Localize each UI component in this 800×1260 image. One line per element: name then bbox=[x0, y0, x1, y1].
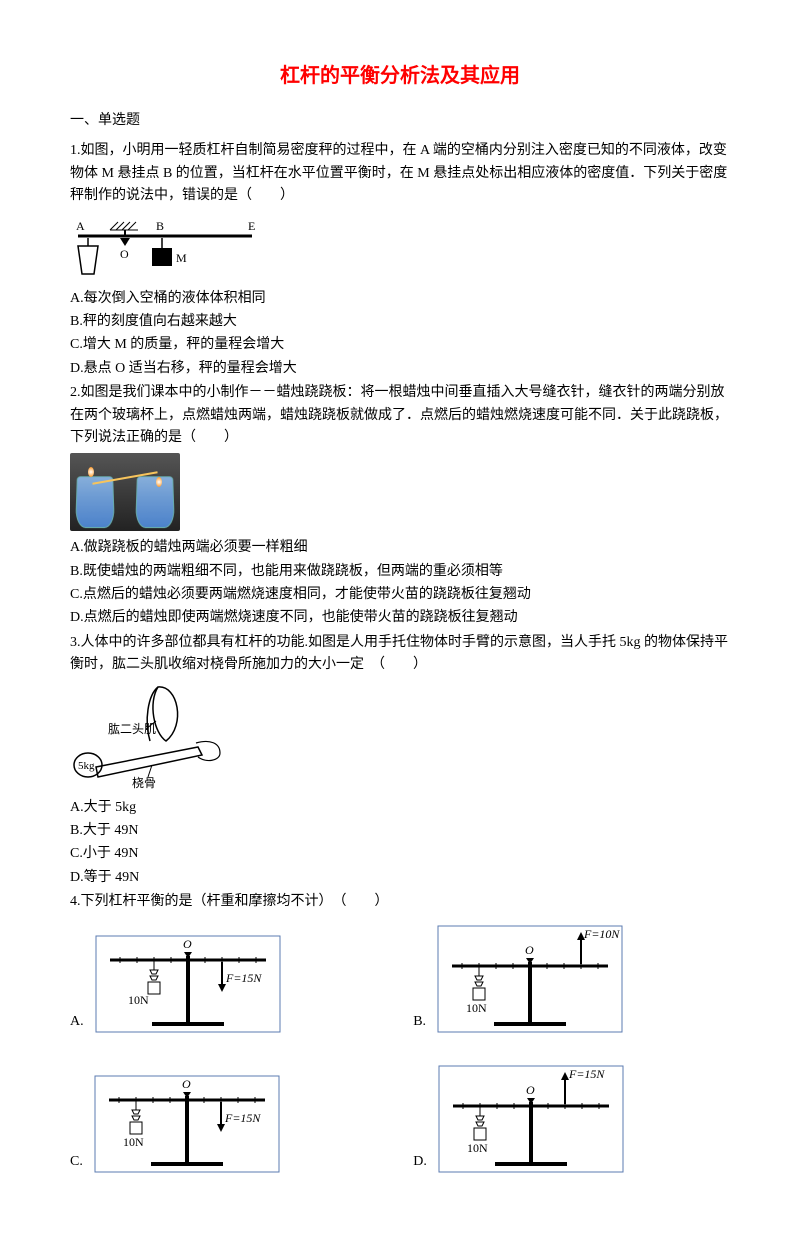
q1-stem: 1.如图，小明用一轻质杠杆自制简易密度秤的过程中，在 A 端的空桶内分别注入密度… bbox=[70, 140, 730, 207]
svg-text:B: B bbox=[156, 219, 164, 233]
q4-cell-c: C. O 10N F=15N bbox=[70, 1060, 387, 1180]
q1-opt-d: D.悬点 O 适当右移，秤的量程会增大 bbox=[70, 358, 730, 380]
q3-figure: 5kg 肱二头肌 桡骨 bbox=[70, 681, 730, 791]
svg-text:E: E bbox=[248, 219, 255, 233]
q1-figure: A E O M B bbox=[70, 212, 730, 282]
q2-opt-b: B.既使蜡烛的两端粗细不同，也能用来做跷跷板，但两端的重必须相等 bbox=[70, 561, 730, 583]
page-title: 杠杆的平衡分析法及其应用 bbox=[70, 60, 730, 92]
q3-stem: 3.人体中的许多部位都具有杠杆的功能.如图是人用手托住物体时手臂的示意图，当人手… bbox=[70, 632, 730, 677]
svg-text:桡骨: 桡骨 bbox=[132, 775, 156, 790]
q2-opt-d: D.点燃后的蜡烛即使两端燃烧速度不同，也能使带火苗的跷跷板往复翘动 bbox=[70, 607, 730, 629]
svg-text:A: A bbox=[76, 219, 85, 233]
q4-letter-a: A. bbox=[70, 1011, 84, 1039]
q4-letter-b: B. bbox=[413, 1011, 426, 1039]
q4-stem: 4.下列杠杆平衡的是（杆重和摩擦均不计） （ ） bbox=[70, 891, 730, 913]
q4-cell-a: A. O 10N F=15N bbox=[70, 920, 387, 1040]
svg-text:O: O bbox=[182, 1077, 191, 1091]
svg-text:F=15N: F=15N bbox=[225, 971, 262, 985]
q4-letter-d: D. bbox=[413, 1151, 427, 1179]
svg-text:5kg: 5kg bbox=[78, 760, 95, 772]
q4-cell-d: D. O 10N F=15N bbox=[413, 1060, 730, 1180]
q1-opt-a: A.每次倒入空桶的液体体积相同 bbox=[70, 288, 730, 310]
q4-cell-b: B. O 10N F=10N bbox=[413, 920, 730, 1040]
svg-text:O: O bbox=[526, 1083, 535, 1097]
q2-figure bbox=[70, 453, 730, 531]
q2-opt-a: A.做跷跷板的蜡烛两端必须要一样粗细 bbox=[70, 537, 730, 559]
q2-stem: 2.如图是我们课本中的小制作－－蜡烛跷跷板：将一根蜡烛中间垂直插入大号缝衣针，缝… bbox=[70, 382, 730, 449]
svg-text:F=10N: F=10N bbox=[583, 927, 620, 941]
svg-text:M: M bbox=[176, 251, 187, 265]
q4-letter-c: C. bbox=[70, 1151, 83, 1179]
q3-opt-d: D.等于 49N bbox=[70, 867, 730, 889]
svg-text:10N: 10N bbox=[128, 993, 149, 1007]
svg-text:10N: 10N bbox=[467, 1141, 488, 1155]
q3-opt-a: A.大于 5kg bbox=[70, 797, 730, 819]
q1-opt-b: B.秤的刻度值向右越来越大 bbox=[70, 311, 730, 333]
svg-text:O: O bbox=[183, 937, 192, 951]
q2-opt-c: C.点燃后的蜡烛必须要两端燃烧速度相同，才能使带火苗的跷跷板往复翘动 bbox=[70, 584, 730, 606]
svg-text:F=15N: F=15N bbox=[224, 1111, 261, 1125]
q3-opt-b: B.大于 49N bbox=[70, 820, 730, 842]
svg-text:O: O bbox=[120, 247, 129, 261]
q1-opt-c: C.增大 M 的质量，秤的量程会增大 bbox=[70, 334, 730, 356]
q3-opt-c: C.小于 49N bbox=[70, 843, 730, 865]
svg-text:10N: 10N bbox=[466, 1001, 487, 1015]
section-heading: 一、单选题 bbox=[70, 110, 730, 132]
svg-text:F=15N: F=15N bbox=[568, 1067, 605, 1081]
svg-text:肱二头肌: 肱二头肌 bbox=[108, 721, 156, 736]
svg-text:O: O bbox=[525, 943, 534, 957]
svg-text:10N: 10N bbox=[123, 1135, 144, 1149]
q4-figure-grid: A. O 10N F=15N bbox=[70, 920, 730, 1200]
